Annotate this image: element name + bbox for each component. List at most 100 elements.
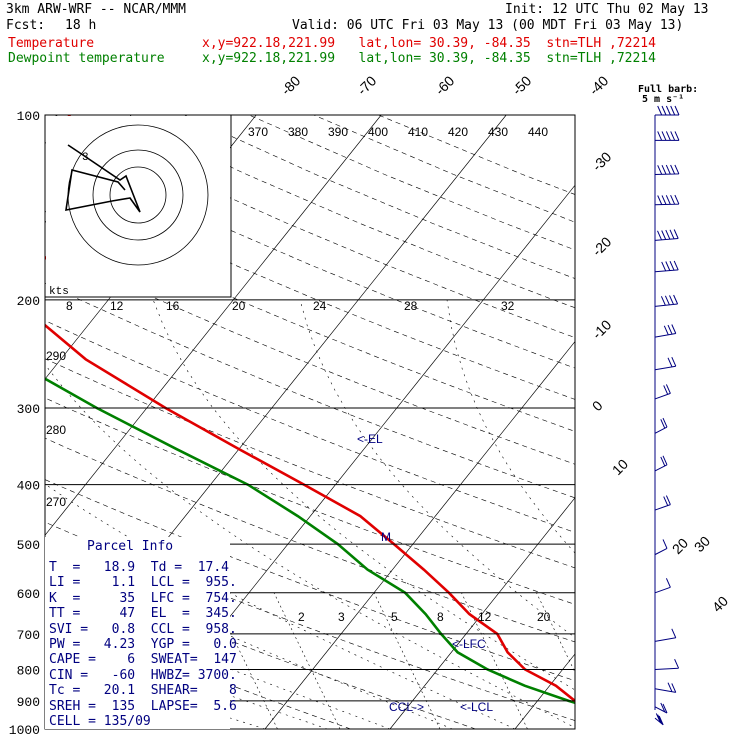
hodograph-ring-label: 16 <box>166 299 180 313</box>
hodograph-ring <box>109 166 167 224</box>
theta-e-label: 430 <box>488 125 508 139</box>
wind-barb <box>654 539 668 556</box>
mixing-ratio-label: 8 <box>437 610 444 624</box>
parcel-info-row: PW = 4.23 YGP = 0.0 <box>49 637 237 652</box>
hodograph-units: kts <box>49 286 69 298</box>
moist-adiabat <box>299 299 575 639</box>
mixing-ratio-label: 3 <box>338 610 345 624</box>
wind-barb <box>654 495 671 511</box>
theta-e-label: 370 <box>248 125 268 139</box>
wind-barb <box>654 455 668 472</box>
dewpoint-line <box>45 377 575 705</box>
dry-adiabat <box>45 479 575 682</box>
model-title: 3km ARW-WRF -- NCAR/MMM <box>6 2 187 17</box>
wind-barb <box>654 164 680 176</box>
isotherm <box>45 115 382 536</box>
pressure-label-500: 500 <box>17 538 40 553</box>
wind-barb <box>654 628 677 642</box>
el-annotation: <-EL <box>357 432 383 446</box>
wind-barb <box>654 702 668 714</box>
theta-e-label: 380 <box>288 125 308 139</box>
wind-barb <box>654 578 671 594</box>
wind-barb <box>654 324 677 338</box>
theta-e-label: 420 <box>448 125 468 139</box>
pressure-label-200: 200 <box>17 294 40 309</box>
lcl-annotation: <-LCL <box>460 700 493 714</box>
dewpoint-legend: Dewpoint temperature <box>8 51 165 66</box>
isotherm <box>264 340 575 729</box>
pressure-label-100: 100 <box>17 109 40 124</box>
wind-barb <box>654 658 680 670</box>
temperature-legend: Temperature <box>8 36 95 51</box>
dry-adiabat <box>45 611 351 729</box>
hodograph-ring-label: 12 <box>110 299 124 313</box>
wind-barb <box>654 229 679 241</box>
init-time: Init: 12 UTC Thu 02 May 13 <box>505 2 709 17</box>
mixing-ratio-label: 20 <box>537 610 551 624</box>
temperature-location: x,y=922.18,221.99 lat,lon= 30.39, -84.35… <box>202 36 656 51</box>
theta-e-label: 440 <box>528 125 548 139</box>
pressure-label-1000: 1000 <box>9 723 40 738</box>
theta-left-label: 280 <box>46 423 66 437</box>
theta-left-label: 270 <box>46 495 66 509</box>
wind-barb <box>654 294 679 307</box>
temperature-tick-label: -70 <box>354 72 380 98</box>
parcel-info-row: CAPE = 6 SWEAT= 147 <box>49 652 237 668</box>
moist-adiabat <box>45 549 453 729</box>
hodograph-ring <box>92 149 184 241</box>
hodograph-ring-label: 8 <box>66 299 73 313</box>
temperature-tick-label: -30 <box>589 148 615 174</box>
theta-e-upper-label: 32 <box>501 299 515 313</box>
isotherm <box>514 653 575 729</box>
parcel-info-row: Tc = 20.1 SHEAR= 8 <box>49 683 237 699</box>
dry-adiabat <box>45 397 575 605</box>
parcel-info-row: TT = 47 EL = 345. <box>49 606 237 622</box>
isotherm <box>0 115 6 729</box>
barb-legend-line2: 5 m s⁻¹ <box>642 94 685 105</box>
dry-adiabat <box>45 358 575 569</box>
theta-e-label: 390 <box>328 125 348 139</box>
mixing-ratio-label: 5 <box>391 610 398 624</box>
moist-adiabat <box>45 363 575 729</box>
pressure-label-900: 900 <box>17 695 40 710</box>
temperature-tick-label: 20 <box>669 535 691 557</box>
temperature-tick-label: -40 <box>586 72 612 98</box>
dry-adiabat <box>45 211 575 432</box>
parcel-info-row: CELL = 135/09 <box>49 714 151 729</box>
pressure-label-700: 700 <box>17 628 40 643</box>
moist-adiabat <box>594 300 740 729</box>
dry-adiabat <box>313 115 575 223</box>
m-annotation: M <box>381 530 391 544</box>
theta-e-upper-label: 28 <box>404 299 418 313</box>
temperature-tick-label: -60 <box>432 72 458 98</box>
pressure-label-300: 300 <box>17 402 40 417</box>
theta-e-upper-label: 20 <box>232 299 246 313</box>
temperature-tick-label: -10 <box>589 316 615 342</box>
temperature-tick-label: -80 <box>278 72 304 98</box>
mixing-ratio-line <box>536 592 575 673</box>
dewpoint-location: x,y=922.18,221.99 lat,lon= 30.39, -84.35… <box>202 51 656 66</box>
parcel-info-row: CIN = -60 HWBZ= 3700. <box>49 667 237 683</box>
barb-legend-line1: Full barb: <box>638 84 699 95</box>
mixing-ratio-line <box>373 592 441 729</box>
pressure-label-400: 400 <box>17 479 40 494</box>
theta-e-label: 410 <box>408 125 428 139</box>
wind-barb <box>654 356 677 371</box>
mixing-ratio-line <box>273 592 341 729</box>
hodograph-trace <box>65 144 141 213</box>
wind-barb <box>654 417 668 434</box>
wind-barb <box>654 194 680 206</box>
mixing-ratio-label: 2 <box>298 610 305 624</box>
fcst-value: 18 h <box>65 18 97 33</box>
wind-barb <box>654 260 679 273</box>
theta-e-upper-label: 24 <box>313 299 327 313</box>
parcel-info-row: SVI = 0.8 CCL = 958. <box>49 621 237 637</box>
hodograph-frame <box>44 114 232 298</box>
temperature-line <box>45 115 575 703</box>
isotherm <box>389 497 575 729</box>
temperature-tick-label: -20 <box>589 233 615 259</box>
mixing-ratio-line <box>624 593 690 729</box>
ccl-annotation: CCL-> <box>389 700 424 714</box>
mixing-ratio-label: 12 <box>478 610 492 624</box>
